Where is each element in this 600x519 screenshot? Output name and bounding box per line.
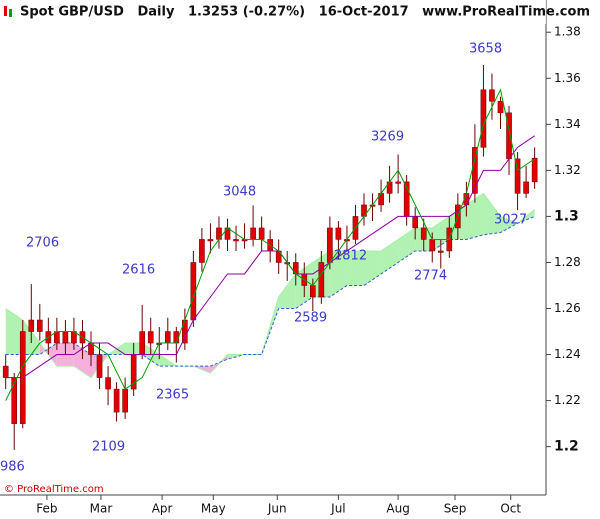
logo bbox=[9, 9, 12, 17]
candle-body bbox=[122, 388, 128, 413]
cloud-segment bbox=[466, 193, 484, 240]
candle-body bbox=[523, 181, 529, 194]
candle-body bbox=[531, 157, 538, 183]
candle-body bbox=[420, 227, 427, 240]
kijun-line bbox=[5, 135, 535, 379]
x-tick-label: Jun bbox=[267, 502, 287, 516]
y-tick-label: 1.3 bbox=[554, 208, 579, 224]
candle-body bbox=[2, 365, 9, 378]
candle-body bbox=[327, 227, 333, 263]
candle-body bbox=[250, 227, 256, 240]
candle-body bbox=[147, 331, 154, 344]
x-tick-label: Apr bbox=[152, 502, 173, 516]
annotation: 2109 bbox=[92, 440, 125, 455]
y-tick-label: 1.32 bbox=[554, 163, 581, 177]
span-b-line bbox=[5, 215, 535, 367]
y-tick-label: 1.38 bbox=[554, 25, 581, 39]
y-tick-label: 1.2 bbox=[554, 439, 579, 455]
x-tick-label: Jul bbox=[330, 502, 345, 516]
logo bbox=[4, 6, 7, 16]
candle-body bbox=[199, 239, 205, 263]
candle-body bbox=[412, 216, 418, 229]
cloud-segment bbox=[500, 216, 518, 233]
annotation: 2616 bbox=[122, 263, 155, 278]
y-tick-label: 1.22 bbox=[554, 393, 581, 407]
candle-body bbox=[258, 227, 265, 240]
x-tick-label: May bbox=[201, 502, 226, 516]
candle-body bbox=[139, 331, 145, 355]
y-tick-label: 1.28 bbox=[554, 255, 581, 269]
candle-body bbox=[113, 388, 120, 413]
candle-body bbox=[11, 377, 18, 424]
annotation: 3658 bbox=[469, 42, 502, 57]
candle-body bbox=[96, 354, 103, 378]
annotation: 2589 bbox=[294, 311, 327, 326]
footer: © ProRealTime.com bbox=[4, 484, 104, 495]
chart-title: Spot GBP/USD Daily 1.3253 (-0.27%) 16-Oc… bbox=[20, 5, 409, 20]
candle-body bbox=[395, 181, 401, 184]
y-tick-label: 1.26 bbox=[554, 301, 581, 315]
source: www.ProRealTime.com bbox=[422, 5, 590, 20]
annotation: 2706 bbox=[26, 236, 59, 251]
annotation: 986 bbox=[0, 460, 25, 475]
x-tick-label: Feb bbox=[36, 502, 57, 516]
y-tick-label: 1.24 bbox=[554, 347, 581, 361]
cloud-segment bbox=[5, 308, 23, 355]
candle-body bbox=[164, 331, 171, 344]
candle-body bbox=[310, 285, 316, 298]
candle-body bbox=[28, 319, 35, 332]
annotation: 3048 bbox=[223, 185, 256, 200]
candle-body bbox=[233, 239, 239, 242]
candle-body bbox=[497, 101, 504, 114]
annotation: 3027 bbox=[494, 213, 527, 228]
candle-body bbox=[489, 89, 495, 102]
candle-body bbox=[514, 158, 521, 194]
annotation: 2365 bbox=[156, 388, 189, 403]
cloud-segment bbox=[483, 193, 501, 235]
annotation: 3269 bbox=[371, 130, 404, 145]
series-layer bbox=[2, 64, 538, 450]
y-tick-label: 1.36 bbox=[554, 71, 581, 85]
x-tick-label: Sep bbox=[444, 502, 467, 516]
candle-body bbox=[207, 239, 214, 242]
candle-body bbox=[318, 262, 325, 298]
candle-body bbox=[37, 319, 43, 332]
candle-body bbox=[480, 89, 487, 148]
cloud-segment bbox=[346, 250, 364, 286]
candle-body bbox=[105, 377, 111, 390]
cloud-segment bbox=[278, 273, 296, 309]
cloud-segment bbox=[329, 250, 347, 297]
header-band bbox=[0, 0, 546, 24]
candle-body bbox=[335, 227, 342, 240]
x-tick-label: Oct bbox=[500, 502, 521, 516]
y-tick-label: 1.34 bbox=[554, 117, 581, 131]
x-tick-label: Mar bbox=[90, 502, 113, 516]
candle-body bbox=[429, 239, 436, 252]
candle-body bbox=[437, 250, 444, 253]
candle-body bbox=[62, 331, 69, 344]
annotation: 2812 bbox=[334, 249, 367, 264]
span-a-line bbox=[5, 192, 535, 379]
annotation: 2774 bbox=[414, 269, 447, 284]
candle-body bbox=[472, 147, 478, 194]
x-tick-label: Aug bbox=[386, 502, 409, 516]
tenkan-line bbox=[5, 88, 535, 401]
